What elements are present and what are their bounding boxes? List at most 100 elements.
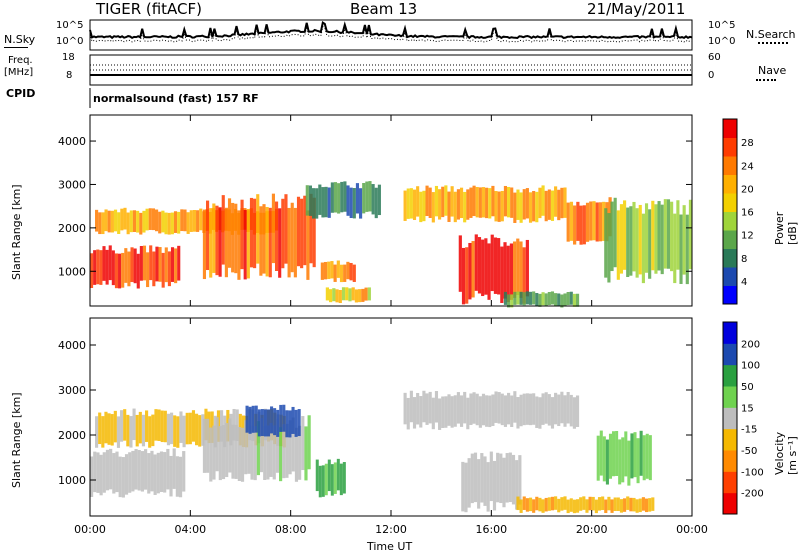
power-echo-cell	[287, 207, 291, 278]
power-echo-cell	[117, 212, 121, 234]
colorbar-tick-label: -100	[741, 467, 764, 478]
velocity-echo-cell	[182, 451, 186, 492]
power-echo-cell	[632, 201, 636, 272]
colorbar-tick-label: 28	[741, 138, 754, 149]
velocity-echo-cell	[118, 456, 122, 498]
xtick-label: 00:00	[74, 523, 106, 536]
velocity-echo-cell	[547, 394, 551, 426]
velocity-echo-cell	[594, 499, 598, 514]
velocity-echo-cell	[505, 453, 509, 503]
velocity-echo-cell	[99, 454, 103, 496]
velocity-echo-cell	[607, 496, 611, 511]
velocity-echo-cell	[225, 423, 229, 478]
power-echo-cell	[158, 247, 162, 282]
velocity-echo-cell	[272, 425, 276, 480]
power-echo-cell	[629, 206, 633, 276]
velocity-echo-cell	[612, 431, 616, 477]
velocity-echo-cell	[441, 396, 445, 428]
velocity-echo-cell	[626, 496, 630, 510]
power-echo-cell	[503, 185, 508, 217]
velocity-echo-cell	[263, 425, 267, 480]
velocity-echo-cell	[237, 426, 241, 481]
xtick-label: 20:00	[576, 523, 608, 536]
velocity-echo-cell	[297, 409, 301, 437]
velocity-colorbar-swatch	[723, 386, 737, 408]
power-echo-cell	[516, 189, 520, 220]
velocity-echo-cell	[121, 457, 125, 498]
velocity-echo-cell	[191, 410, 196, 442]
velocity-echo-cell	[535, 396, 539, 428]
power-echo-cell	[447, 191, 451, 222]
power-colorbar-swatch	[723, 285, 737, 305]
velocity-echo-cell	[519, 499, 523, 513]
velocity-echo-cell	[315, 459, 319, 492]
power-echo-cell	[335, 289, 339, 303]
velocity-echo-cell	[541, 499, 545, 513]
power-echo-cell	[560, 294, 564, 308]
velocity-echo-cell	[616, 497, 620, 511]
velocity-echo-cell	[511, 454, 516, 505]
power-echo-cell	[528, 291, 533, 305]
velocity-echo-cell	[641, 497, 645, 511]
power-colorbar-swatch	[723, 156, 737, 175]
velocity-echo-cell	[169, 455, 173, 497]
power-echo-cell	[438, 189, 442, 220]
velocity-echo-cell	[247, 419, 251, 474]
velocity-echo-cell	[254, 405, 258, 433]
colorbar-tick-label: 200	[741, 339, 760, 350]
velocity-echo-cell	[591, 496, 595, 511]
cpid-value: normalsound (fast) 157 RF	[93, 92, 259, 105]
power-echo-cell	[293, 207, 297, 278]
colorbar-tick-label: 50	[741, 382, 754, 393]
power-echo-cell	[666, 199, 671, 269]
power-echo-cell	[367, 287, 371, 301]
velocity-echo-cell	[554, 392, 558, 425]
colorbar-tick-label: 4	[741, 277, 747, 288]
velocity-echo-cell	[588, 496, 592, 511]
velocity-echo-cell	[544, 497, 548, 512]
nsky-tick-low: 10^0	[56, 36, 84, 47]
xtick-label: 04:00	[174, 523, 206, 536]
power-echo-cell	[459, 187, 464, 219]
power-echo-cell	[351, 287, 355, 301]
colorbar-tick-label: -15	[741, 425, 757, 436]
power-echo-cell	[416, 186, 420, 217]
power-ylabel: Slant Range [km]	[10, 184, 23, 280]
power-echo-cell	[513, 192, 517, 223]
power-echo-cell	[96, 249, 100, 285]
velocity-echo-cell	[563, 496, 567, 510]
velocity-echo-cell	[182, 415, 186, 448]
ytick-label: 2000	[58, 429, 86, 442]
power-echo-cell	[541, 185, 545, 216]
power-echo-cell	[303, 195, 307, 266]
power-echo-cell	[616, 210, 620, 280]
power-echo-cell	[575, 293, 580, 307]
velocity-echo-cell	[475, 393, 479, 426]
power-echo-cell	[510, 187, 514, 218]
colorbar-tick-label: -50	[741, 446, 757, 457]
power-echo-cell	[522, 247, 526, 304]
power-echo-cell	[227, 198, 232, 268]
power-echo-cell	[525, 239, 529, 297]
power-echo-cell	[340, 181, 344, 213]
power-echo-cell	[503, 291, 508, 305]
power-echo-cell	[237, 210, 241, 280]
power-echo-cell	[349, 262, 353, 281]
power-echo-cell	[224, 207, 228, 278]
power-echo-cell	[132, 210, 137, 232]
velocity-echo-cell	[150, 450, 154, 492]
velocity-echo-cell	[602, 436, 606, 482]
velocity-echo-cell	[96, 452, 100, 493]
velocity-echo-cell	[608, 433, 613, 479]
power-echo-cell	[635, 208, 639, 278]
velocity-echo-cell	[253, 426, 257, 481]
power-echo-cell	[368, 181, 372, 212]
colorbar-tick-label: 20	[741, 184, 754, 195]
velocity-echo-cell	[635, 499, 639, 513]
power-echo-cell	[604, 208, 608, 278]
velocity-echo-cell	[210, 411, 214, 443]
velocity-echo-cell	[532, 393, 536, 425]
power-echo-cell	[403, 190, 407, 221]
power-echo-cell	[343, 181, 347, 212]
power-echo-cell	[136, 210, 140, 233]
